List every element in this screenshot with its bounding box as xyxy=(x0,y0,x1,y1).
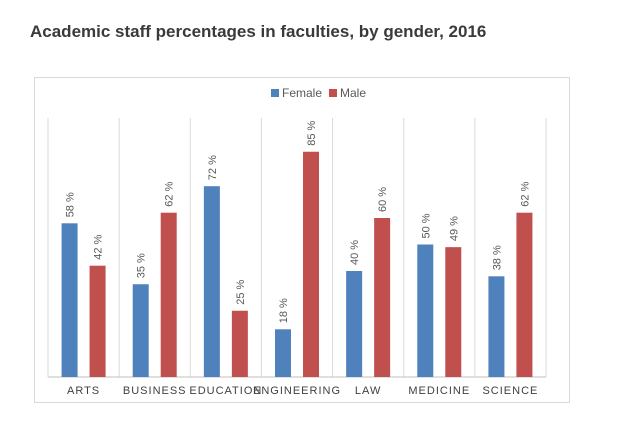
legend-swatch-female xyxy=(271,89,279,97)
category-label-arts: ARTS xyxy=(67,385,100,397)
value-label-female-arts: 58 % xyxy=(65,192,77,217)
value-label-male-law: 60 % xyxy=(377,187,389,212)
value-label-female-medicine: 50 % xyxy=(420,213,432,238)
bar-female-engineering xyxy=(275,329,291,377)
value-label-female-education: 72 % xyxy=(207,155,219,180)
value-label-female-science: 38 % xyxy=(491,245,503,270)
category-label-science: SCIENCE xyxy=(482,385,538,397)
bar-female-law xyxy=(346,271,363,377)
legend-swatch-male xyxy=(329,89,337,97)
chart-title: Academic staff percentages in faculties,… xyxy=(30,22,487,41)
bar-male-law xyxy=(374,218,391,377)
bar-male-arts xyxy=(89,265,106,377)
bar-male-engineering xyxy=(303,151,319,377)
category-label-medicine: MEDICINE xyxy=(408,385,470,397)
bar-male-science xyxy=(516,212,533,377)
value-label-female-engineering: 18 % xyxy=(278,298,290,323)
legend-label-male: Male xyxy=(340,86,366,100)
bar-female-arts xyxy=(61,223,78,377)
bar-male-education xyxy=(231,310,248,377)
category-label-education: EDUCATION xyxy=(189,385,262,397)
bar-female-science xyxy=(488,276,505,377)
value-label-male-science: 62 % xyxy=(519,181,531,206)
value-label-male-arts: 42 % xyxy=(93,234,105,259)
value-label-male-medicine: 49 % xyxy=(448,216,460,241)
bar-female-medicine xyxy=(417,244,434,377)
bar-male-business xyxy=(160,212,177,377)
category-label-law: LAW xyxy=(355,385,381,397)
value-label-male-education: 25 % xyxy=(235,279,247,304)
bar-female-education xyxy=(203,186,220,377)
bar-female-business xyxy=(132,284,149,377)
bar-male-medicine xyxy=(445,247,462,377)
value-label-female-business: 35 % xyxy=(136,253,148,278)
legend-label-female: Female xyxy=(282,86,322,100)
chart-frame xyxy=(34,77,570,403)
category-label-business: BUSINESS xyxy=(123,385,187,397)
value-label-male-business: 62 % xyxy=(164,181,176,206)
value-label-male-engineering: 85 % xyxy=(306,120,318,145)
value-label-female-law: 40 % xyxy=(349,240,361,265)
category-label-engineering: ENGINEERING xyxy=(253,385,341,397)
